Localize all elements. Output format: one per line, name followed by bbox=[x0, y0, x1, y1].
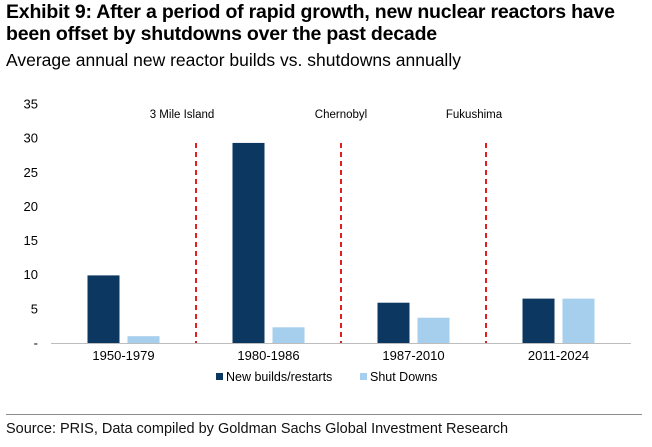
y-tick-label: 10 bbox=[24, 267, 38, 282]
source-note: Source: PRIS, Data compiled by Goldman S… bbox=[6, 421, 509, 437]
y-tick-label: 15 bbox=[24, 233, 38, 248]
new-builds-bar bbox=[232, 142, 265, 343]
new-builds-bar bbox=[522, 298, 555, 343]
y-tick-label: 5 bbox=[31, 301, 38, 316]
event-label: Chernobyl bbox=[315, 109, 367, 121]
legend-label-new-builds: New builds/restarts bbox=[226, 370, 332, 384]
y-tick-label: 35 bbox=[24, 97, 38, 112]
legend-label-shutdowns: Shut Downs bbox=[370, 370, 437, 384]
shutdowns-bar bbox=[562, 298, 595, 343]
shutdowns-bar bbox=[272, 327, 305, 343]
legend-swatch-new-builds bbox=[216, 373, 223, 380]
y-tick-label: 30 bbox=[24, 131, 38, 146]
x-tick-label: 1987-2010 bbox=[382, 348, 444, 363]
x-tick-label: 2011-2024 bbox=[528, 348, 589, 363]
chart-subtitle: Average annual new reactor builds vs. sh… bbox=[6, 50, 461, 70]
x-tick-label: 1950-1979 bbox=[92, 348, 154, 363]
y-tick-label: - bbox=[34, 336, 38, 351]
bar-chart: - 5 10 15 20 25 30 35 1950-1979 1980-1986 1987-201… bbox=[24, 97, 631, 384]
source-divider bbox=[6, 414, 642, 415]
new-builds-bar bbox=[87, 275, 120, 343]
shutdowns-bar bbox=[127, 336, 160, 343]
shutdowns-bar bbox=[417, 317, 450, 343]
legend-swatch-shutdowns bbox=[360, 373, 367, 380]
event-label: 3 Mile Island bbox=[150, 109, 215, 121]
y-tick-label: 20 bbox=[24, 199, 38, 214]
new-builds-bar bbox=[377, 302, 410, 343]
event-label: Fukushima bbox=[446, 109, 503, 121]
chart-title: Exhibit 9: After a period of rapid growt… bbox=[6, 1, 615, 45]
x-tick-label: 1980-1986 bbox=[237, 348, 299, 363]
y-tick-label: 25 bbox=[24, 165, 38, 180]
